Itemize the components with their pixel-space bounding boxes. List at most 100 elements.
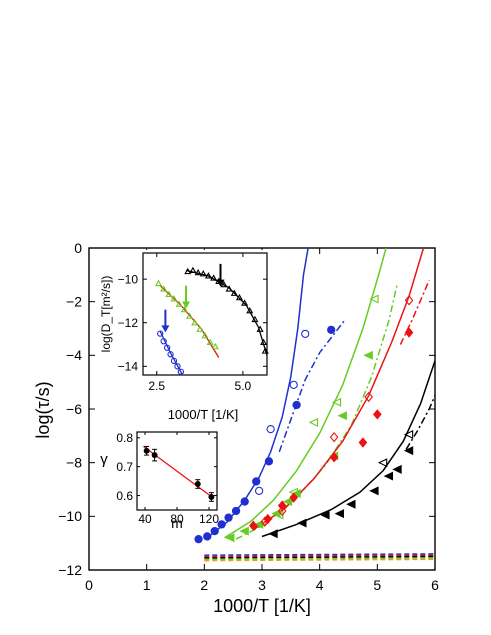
data-point-series-1 xyxy=(201,332,209,339)
y-tick-label: −10 xyxy=(118,272,139,286)
data-point-series-5 xyxy=(404,295,414,306)
data-point-series-0 xyxy=(231,506,241,516)
data-point-series-1 xyxy=(191,318,199,326)
arrow-head xyxy=(216,279,225,287)
data-point-series-4 xyxy=(329,452,339,463)
fit-curve-solid-2 xyxy=(224,247,387,539)
x-tick-label: 80 xyxy=(170,512,184,526)
data-point-series-0 xyxy=(199,269,207,277)
arrow-head xyxy=(182,301,191,309)
y-tick-label: 0.7 xyxy=(116,460,133,474)
x-tick-label: 120 xyxy=(199,512,219,526)
data-point-series-0 xyxy=(143,447,150,454)
data-point-series-0 xyxy=(220,280,228,288)
x-tick-label: 4 xyxy=(316,577,324,593)
fit-curve-solid-4 xyxy=(252,247,425,531)
data-point-series-3 xyxy=(308,417,319,427)
fit-curve-dashed-10 xyxy=(204,555,436,559)
data-point-series-4 xyxy=(249,520,258,531)
fit-curve-dashed-9 xyxy=(204,554,436,558)
data-point-series-1 xyxy=(289,380,298,389)
data-point-series-1 xyxy=(175,300,183,307)
inset-gamma-y-axis-label: γ xyxy=(100,451,108,468)
main-panel: 0 1 2 3 4 5 6 0 −2 −4 −6 −8 −10 −12 1000/T [1/K] log(… xyxy=(33,240,439,616)
inset-diffusion-y-axis-label: log(D_T[m²/s]) xyxy=(99,276,113,353)
data-point-series-6 xyxy=(346,499,356,509)
fit-curve-dash-dot-5 xyxy=(399,279,430,345)
data-point-series-2 xyxy=(163,344,171,351)
data-point-series-0 xyxy=(225,285,233,292)
main-points xyxy=(194,294,414,544)
data-point-series-0 xyxy=(208,494,215,500)
data-point-series-7 xyxy=(403,430,414,439)
data-point-series-1 xyxy=(160,285,168,292)
fit-curve-dashed-12 xyxy=(204,558,436,562)
inset-gamma-panel: 40 80 120 0.8 0.7 0.6 m γ xyxy=(100,428,220,531)
data-point-series-0 xyxy=(260,338,268,345)
data-point-series-6 xyxy=(383,471,394,481)
data-point-series-2 xyxy=(160,338,167,345)
data-point-series-2 xyxy=(253,519,264,529)
data-point-series-1 xyxy=(301,329,310,339)
arrow-head xyxy=(161,325,170,333)
x-tick-label: 5 xyxy=(373,577,381,593)
data-point-series-5 xyxy=(364,391,373,403)
data-point-series-0 xyxy=(210,526,219,536)
inset-diffusion-points xyxy=(154,266,269,375)
x-tick-label: 6 xyxy=(431,577,439,593)
y-tick-label: −4 xyxy=(66,347,82,363)
data-point-series-0 xyxy=(194,481,201,487)
data-point-series-2 xyxy=(167,351,174,358)
x-tick-label: 1 xyxy=(143,577,151,593)
data-point-series-4 xyxy=(358,437,368,448)
data-point-series-0 xyxy=(256,325,264,332)
data-point-series-2 xyxy=(363,350,373,360)
data-point-series-2 xyxy=(157,330,164,337)
data-point-series-0 xyxy=(194,268,202,276)
data-point-series-2 xyxy=(337,411,347,421)
data-point-series-2 xyxy=(282,497,293,507)
inset-gamma-x-axis-label: m xyxy=(171,515,183,531)
data-point-series-4 xyxy=(277,500,287,511)
data-point-series-1 xyxy=(211,342,219,350)
data-point-series-2 xyxy=(239,526,249,536)
data-point-series-0 xyxy=(189,266,197,274)
data-point-series-5 xyxy=(277,505,287,517)
inset-diffusion-arrows xyxy=(161,263,225,333)
x-tick-label: 3 xyxy=(258,577,266,593)
data-point-series-0 xyxy=(230,289,238,296)
inset-gamma-axes: 40 80 120 0.8 0.7 0.6 xyxy=(116,431,219,526)
inset-gamma-points xyxy=(143,445,215,502)
data-point-series-2 xyxy=(177,368,185,375)
data-point-series-6 xyxy=(392,464,402,474)
data-point-series-0 xyxy=(204,272,212,279)
data-point-series-1 xyxy=(254,486,264,495)
inset-diffusion-x-axis-label: 1000/T [1/K] xyxy=(168,407,239,422)
y-tick-label: 0 xyxy=(74,240,82,256)
data-point-series-7 xyxy=(377,458,388,468)
data-point-series-1 xyxy=(170,295,178,302)
y-tick-label: −6 xyxy=(66,401,82,417)
data-point-series-0 xyxy=(261,347,269,354)
data-point-series-1 xyxy=(165,290,173,298)
data-point-series-2 xyxy=(225,533,235,543)
fit-curve-dash-dot-1 xyxy=(278,318,347,453)
inset-gamma-background xyxy=(134,428,220,518)
y-tick-label: −10 xyxy=(58,508,82,524)
x-tick-label: 5.0 xyxy=(235,379,252,393)
data-point-series-0 xyxy=(235,293,243,301)
data-point-series-0 xyxy=(252,477,261,486)
y-tick-label: 0.6 xyxy=(116,489,133,503)
y-tick-label: −12 xyxy=(118,316,139,330)
data-point-series-0 xyxy=(251,315,259,323)
main-axes: 0 1 2 3 4 5 6 0 −2 −4 −6 −8 −10 −12 xyxy=(58,240,439,593)
data-point-series-5 xyxy=(260,516,270,527)
data-point-series-2 xyxy=(170,357,178,364)
data-point-series-1 xyxy=(196,325,204,332)
data-point-series-0 xyxy=(246,306,254,314)
data-point-series-1 xyxy=(154,279,163,287)
y-tick-label: −12 xyxy=(58,562,82,578)
data-point-series-4 xyxy=(289,492,299,503)
data-point-series-4 xyxy=(404,327,414,338)
